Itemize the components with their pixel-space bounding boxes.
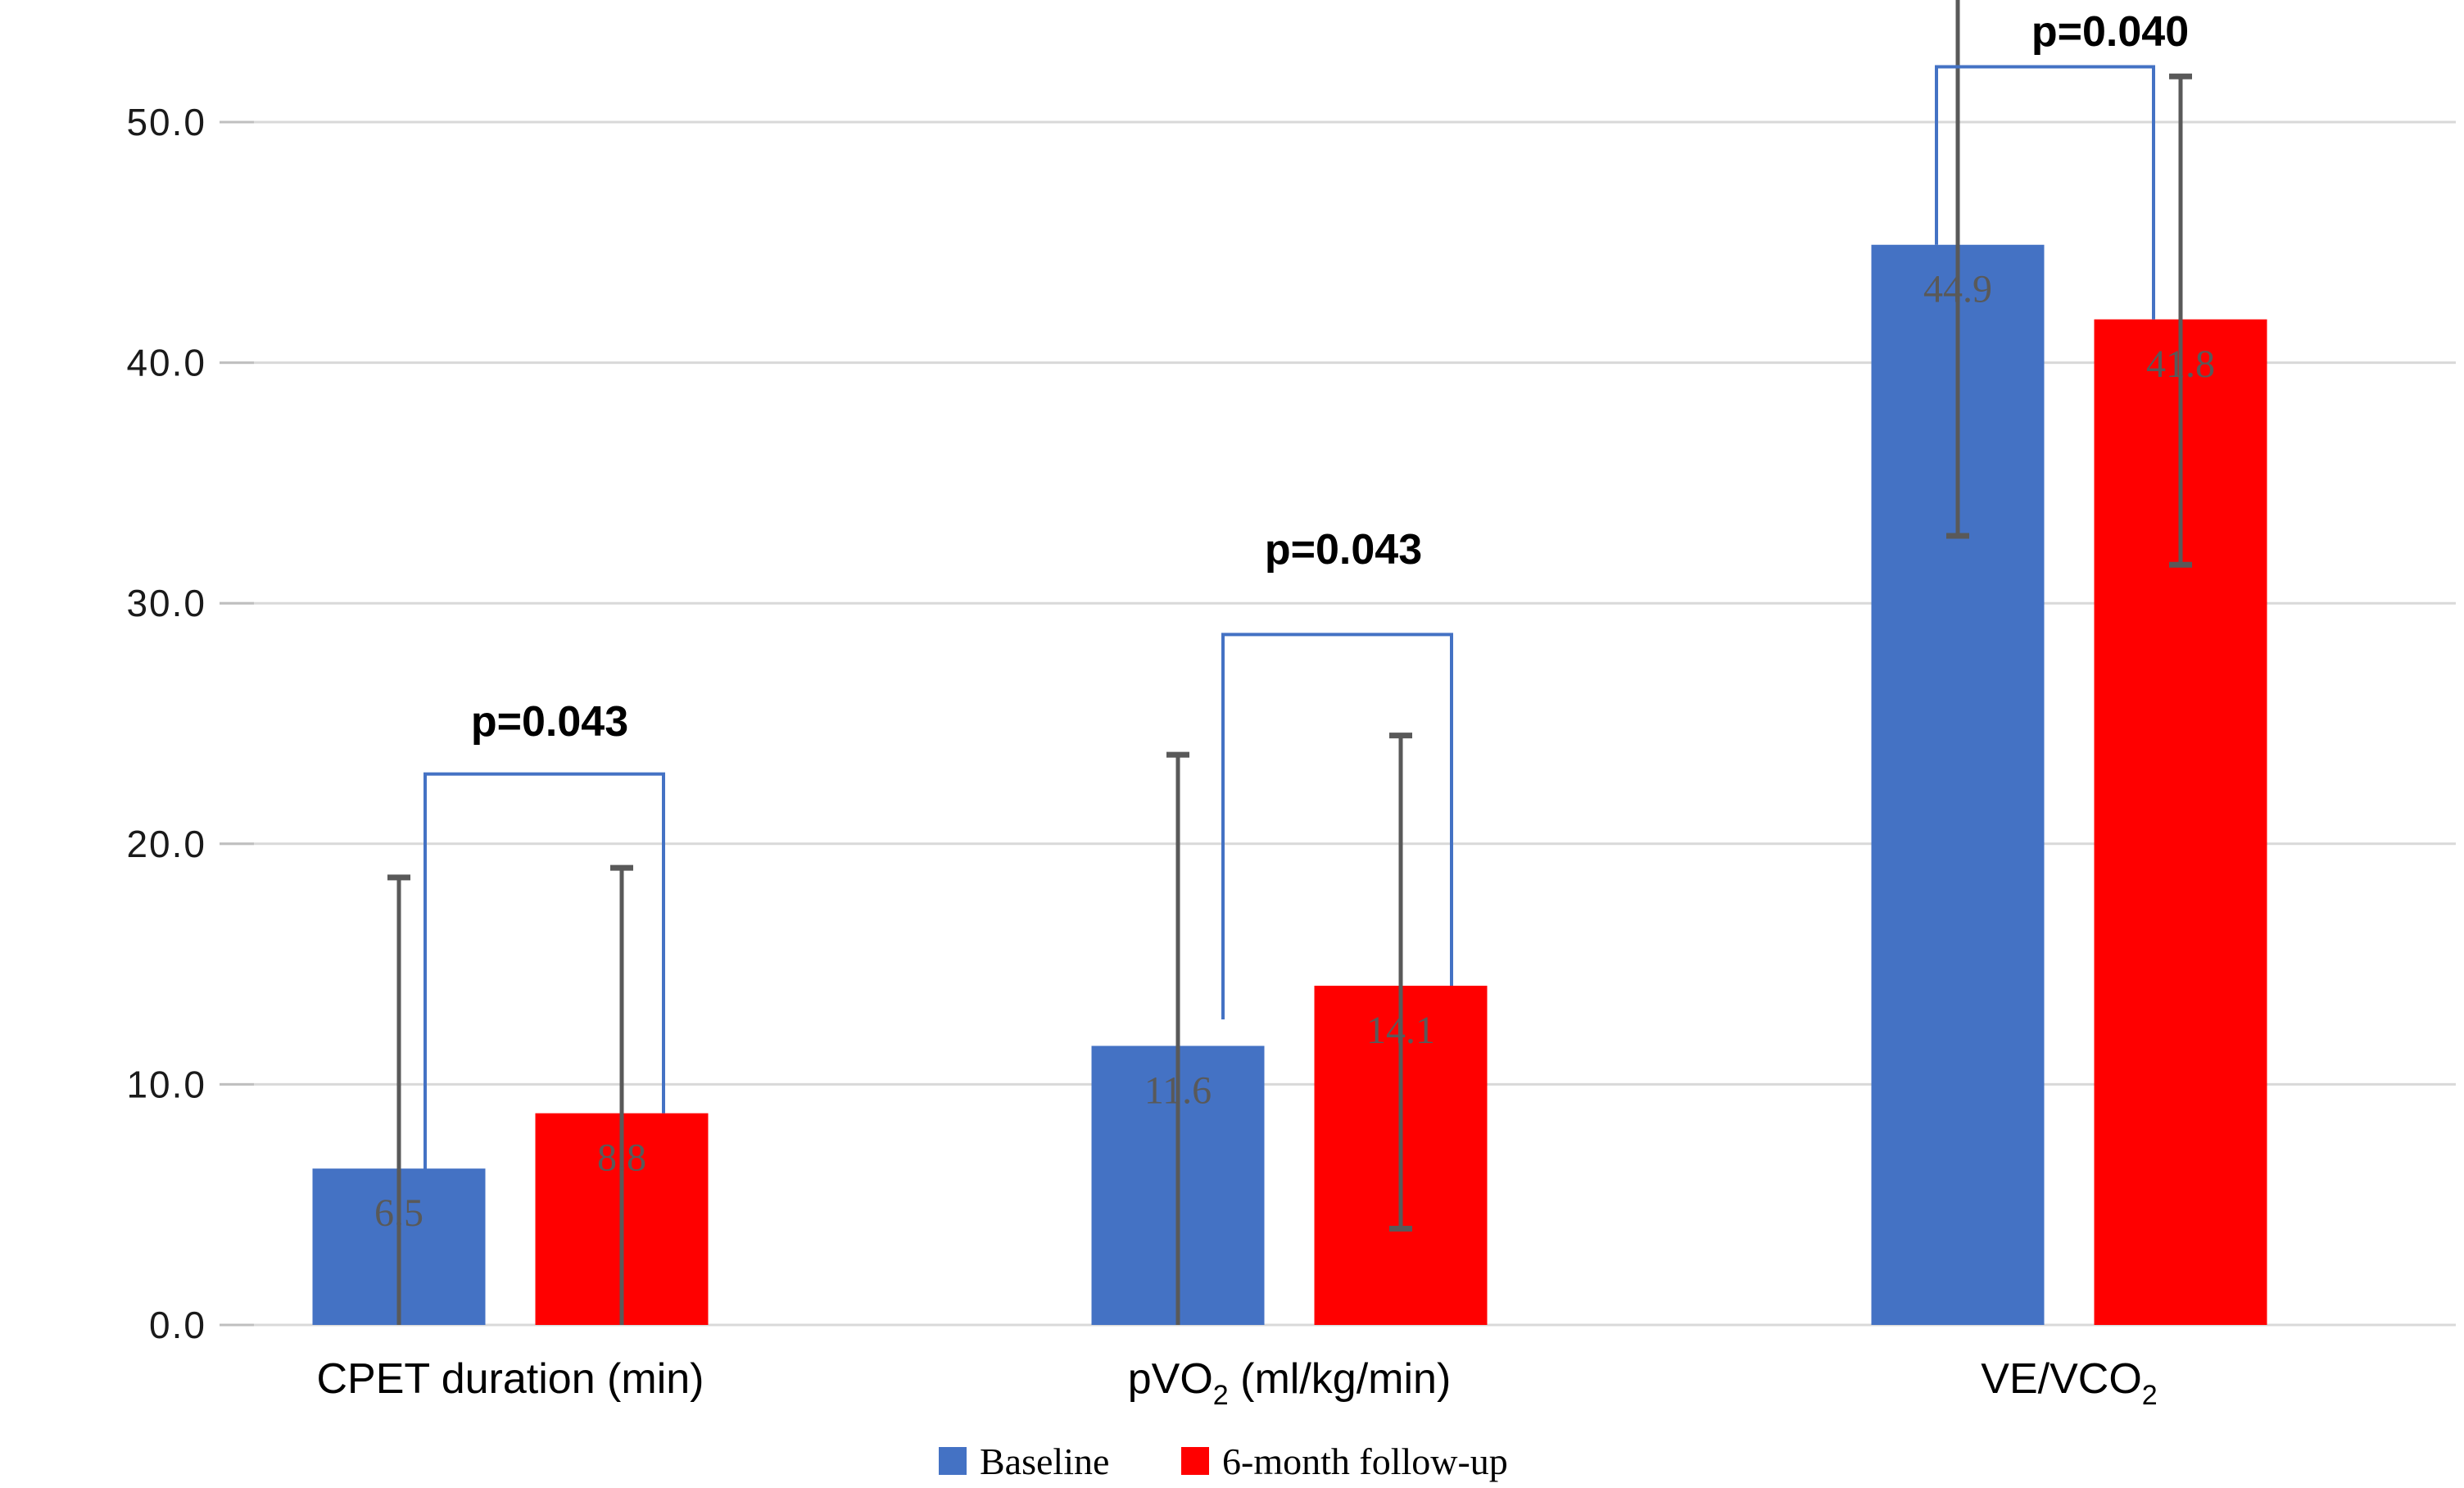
y-tick-label: 50.0 <box>126 101 206 143</box>
y-tick-label: 10.0 <box>126 1063 206 1105</box>
bar-value-label: 8.8 <box>597 1136 646 1180</box>
bar-value-label: 14.1 <box>1366 1009 1435 1052</box>
legend-swatch-followup <box>1181 1447 1209 1475</box>
category-label-2: pVO2 (ml/kg/min) <box>1128 1355 1452 1411</box>
y-tick-label: 0.0 <box>149 1304 206 1346</box>
category-label-1: CPET duration (min) <box>317 1355 704 1403</box>
significance-bracket-3 <box>1935 65 2155 320</box>
bar-value-label: 44.9 <box>1923 268 1992 311</box>
significance-bracket-1 <box>424 772 665 1172</box>
p-value-label-1: p=0.043 <box>471 698 628 746</box>
y-tick-label: 30.0 <box>126 582 206 624</box>
bar-value-label: 41.8 <box>2146 343 2215 386</box>
y-tick-label: 40.0 <box>126 342 206 384</box>
bar-value-label: 6.5 <box>374 1191 424 1235</box>
legend-label-followup: 6-month follow-up <box>1222 1440 1508 1482</box>
legend-label-baseline: Baseline <box>980 1440 1109 1482</box>
p-value-label-2: p=0.043 <box>1265 526 1422 574</box>
significance-bracket-2 <box>1221 633 1453 1020</box>
category-label-3: VE/VCO2 <box>1981 1355 2157 1411</box>
bar-value-label: 11.6 <box>1144 1068 1212 1112</box>
legend-swatch-baseline <box>939 1447 967 1475</box>
y-tick-label: 20.0 <box>126 823 206 865</box>
p-value-label-3: p=0.040 <box>2031 8 2189 56</box>
